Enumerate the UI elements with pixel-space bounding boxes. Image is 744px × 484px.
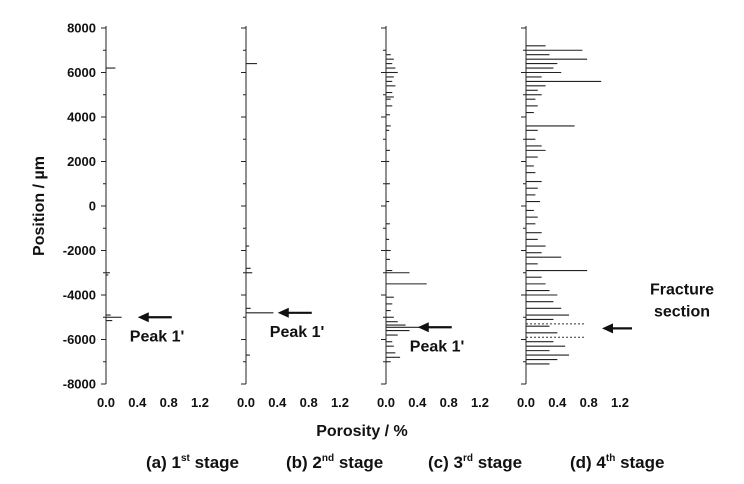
annotation-arrowhead	[277, 307, 289, 318]
y-tick-label: 0	[89, 199, 96, 214]
y-tick-label: 8000	[67, 21, 96, 36]
annotation-label: Fracture	[650, 281, 714, 298]
x-tick-label: 0.8	[580, 395, 598, 410]
x-tick-label: 0.0	[377, 395, 395, 410]
annotation-label: Peak 1'	[410, 338, 465, 355]
x-tick-label: 0.4	[548, 395, 567, 410]
y-tick-label: 4000	[67, 110, 96, 125]
x-tick-label: 0.4	[128, 395, 147, 410]
x-tick-label: 0.8	[440, 395, 458, 410]
annotation-label: section	[654, 303, 710, 320]
x-axis-title: Porosity / %	[316, 423, 408, 440]
panel-caption: (d) 4th stage	[570, 453, 664, 472]
panel-caption: (a) 1st stage	[146, 453, 239, 472]
x-tick-label: 0.4	[408, 395, 427, 410]
x-tick-label: 0.8	[300, 395, 318, 410]
y-axis-title: Position / µm	[31, 156, 48, 256]
x-tick-label: 0.0	[97, 395, 115, 410]
x-tick-label: 1.2	[331, 395, 349, 410]
y-tick-label: -2000	[63, 243, 96, 258]
annotation-arrowhead	[602, 323, 613, 334]
y-tick-label: 2000	[67, 154, 96, 169]
x-tick-label: 1.2	[191, 395, 209, 410]
y-tick-label: -4000	[63, 288, 96, 303]
annotation-label: Peak 1'	[130, 328, 185, 345]
x-tick-label: 1.2	[611, 395, 629, 410]
y-tick-label: -6000	[63, 332, 96, 347]
annotation-arrowhead	[417, 322, 429, 333]
x-tick-label: 0.4	[268, 395, 287, 410]
panel-caption: (b) 2nd stage	[286, 453, 383, 472]
x-tick-label: 0.8	[160, 395, 178, 410]
annotation-label: Peak 1'	[270, 324, 325, 341]
annotation-arrowhead	[137, 312, 149, 323]
y-tick-label: 6000	[67, 65, 96, 80]
x-tick-label: 1.2	[471, 395, 489, 410]
x-tick-label: 0.0	[517, 395, 535, 410]
panel-caption: (c) 3rd stage	[428, 453, 522, 472]
y-tick-label: -8000	[63, 377, 96, 392]
x-tick-label: 0.0	[237, 395, 255, 410]
